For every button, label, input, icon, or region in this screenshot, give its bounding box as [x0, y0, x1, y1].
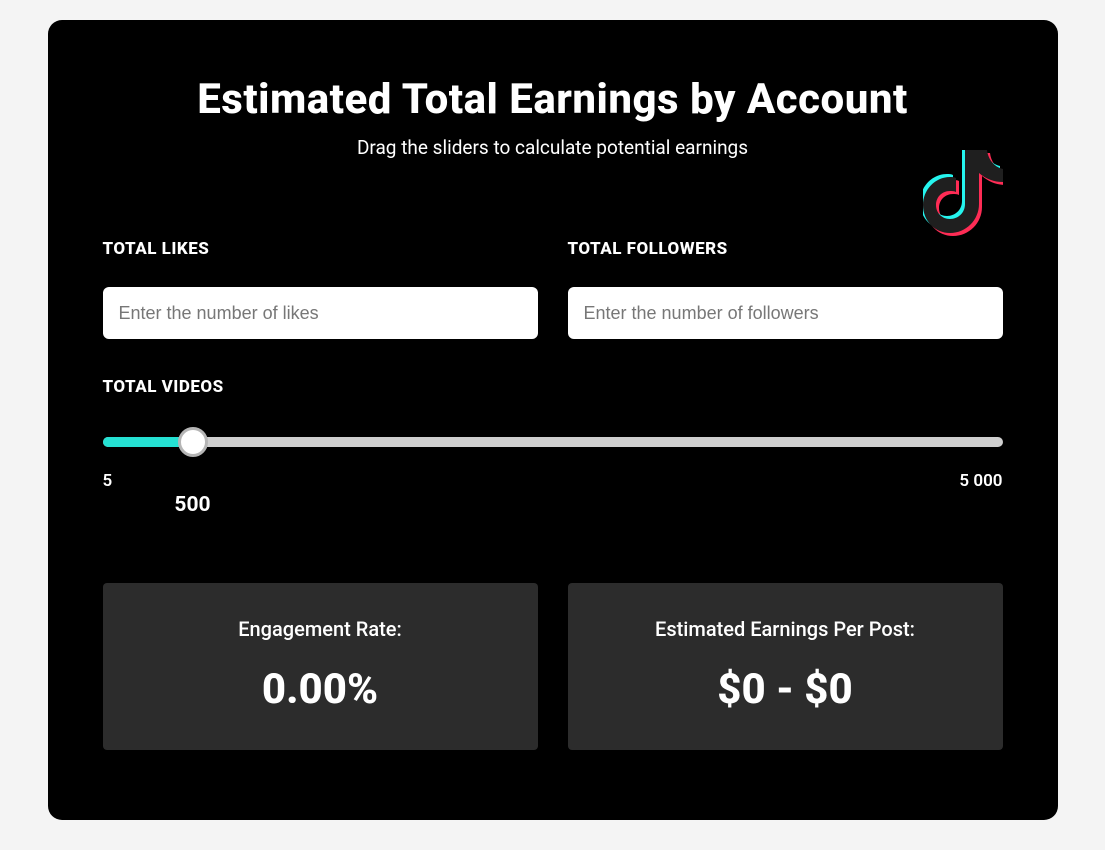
videos-field: TOTAL VIDEOS 5 500 5 000: [103, 377, 1003, 495]
slider-scale: 5 500 5 000: [103, 471, 1003, 495]
slider-thumb[interactable]: [178, 427, 208, 457]
engagement-card: Engagement Rate: 0.00%: [103, 583, 538, 750]
page-title: Estimated Total Earnings by Account: [103, 75, 1003, 124]
followers-field: TOTAL FOLLOWERS: [568, 239, 1003, 339]
page-subtitle: Drag the sliders to calculate potential …: [103, 136, 1003, 159]
likes-label: TOTAL LIKES: [103, 239, 538, 259]
slider-track: [103, 437, 1003, 447]
videos-slider[interactable]: [103, 427, 1003, 457]
slider-value-label: 500: [174, 493, 210, 517]
videos-label: TOTAL VIDEOS: [103, 377, 1003, 397]
tiktok-logo-icon: [923, 150, 1003, 244]
engagement-label: Engagement Rate:: [123, 617, 518, 641]
slider-min-label: 5: [103, 471, 113, 491]
earnings-label: Estimated Earnings Per Post:: [588, 617, 983, 641]
likes-field: TOTAL LIKES: [103, 239, 538, 339]
followers-input[interactable]: [568, 287, 1003, 339]
likes-input[interactable]: [103, 287, 538, 339]
earnings-calculator-card: Estimated Total Earnings by Account Drag…: [48, 20, 1058, 820]
slider-max-label: 5 000: [959, 471, 1002, 491]
engagement-value: 0.00%: [123, 665, 518, 714]
earnings-card: Estimated Earnings Per Post: $0 - $0: [568, 583, 1003, 750]
results-row: Engagement Rate: 0.00% Estimated Earning…: [103, 583, 1003, 750]
inputs-row: TOTAL LIKES TOTAL FOLLOWERS: [103, 239, 1003, 339]
earnings-value: $0 - $0: [588, 665, 983, 714]
